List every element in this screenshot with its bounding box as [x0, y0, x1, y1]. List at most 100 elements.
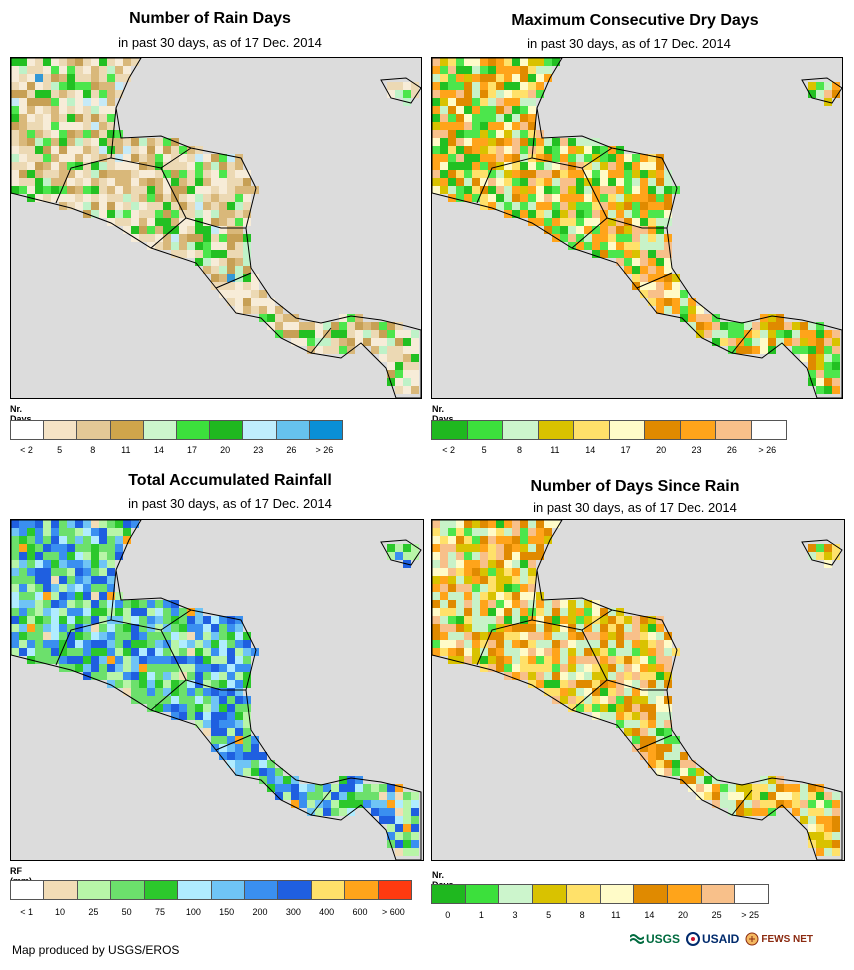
legend-labels: < 2 5 8 11 14 17 20 23 26 > 26	[431, 445, 785, 457]
legend-label: 20	[220, 445, 231, 455]
legend-swatch	[751, 421, 786, 439]
legend-label: 11	[550, 445, 560, 455]
legend-label: 26	[726, 445, 737, 455]
legend-swatch	[432, 885, 466, 903]
country-border	[185, 217, 246, 229]
legend-label: 10	[54, 907, 66, 917]
map-pixel-grid	[11, 58, 419, 394]
legend-label: 5	[57, 445, 63, 455]
legend-swatch	[111, 881, 145, 899]
legend-label: > 26	[315, 445, 334, 455]
legend-swatch	[11, 881, 45, 899]
panel-subtitle: in past 30 days, as of 17 Dec. 2014	[128, 496, 332, 511]
legend-swatch	[701, 885, 736, 903]
legend-label: 20	[656, 445, 667, 455]
legend-label: 25	[711, 910, 722, 920]
legend-swatch	[533, 885, 567, 903]
legend-swatch	[210, 421, 244, 439]
legend-swatch	[178, 881, 212, 899]
logo-strip: USGS USAID FEWS NET	[630, 932, 813, 946]
legend-label: < 2	[20, 445, 33, 455]
fewsnet-logo: FEWS NET	[745, 932, 813, 946]
island-coastline	[380, 539, 422, 566]
legend-swatch	[278, 881, 312, 899]
legend-swatch	[44, 881, 78, 899]
legend-swatch	[311, 881, 346, 899]
legend-label: 25	[88, 907, 99, 917]
legend-swatch	[211, 881, 245, 899]
legend-label: 3	[512, 910, 518, 920]
legend-swatch	[77, 421, 111, 439]
country-border	[606, 217, 667, 229]
country-border	[636, 272, 673, 289]
legend-title: Nr. Days	[10, 404, 32, 424]
legend-label: 600	[352, 907, 368, 917]
legend-swatch	[538, 421, 574, 439]
country-border	[731, 789, 753, 816]
legend-bar	[431, 884, 769, 904]
map-pixel-grid	[11, 520, 419, 856]
island-coastline	[380, 77, 421, 104]
panel-subtitle: in past 30 days, as of 17 Dec. 2014	[527, 36, 731, 51]
map-pixel-grid	[432, 520, 840, 856]
legend-swatch	[499, 885, 534, 903]
legend-swatch	[44, 421, 78, 439]
legend-label: 26	[286, 445, 297, 455]
legend-swatch	[243, 421, 277, 439]
map-total-rainfall[interactable]	[10, 519, 424, 861]
legend-swatch	[143, 421, 178, 439]
island-coastline	[801, 539, 843, 566]
panel-title: Total Accumulated Rainfall	[128, 472, 332, 489]
legend-swatch	[177, 421, 211, 439]
legend-swatch	[600, 885, 635, 903]
legend-swatch	[735, 885, 769, 903]
map-dry-days[interactable]	[431, 57, 843, 399]
legend-swatch	[345, 881, 379, 899]
legend-swatch	[110, 421, 144, 439]
legend-label: 8	[579, 910, 585, 920]
legend-bar	[10, 880, 412, 900]
legend-label: 200	[252, 907, 268, 917]
legend-label: 400	[319, 907, 335, 917]
country-border	[55, 107, 117, 204]
legend-label: > 26	[758, 445, 777, 455]
country-border	[310, 789, 332, 816]
legend-swatch	[11, 421, 45, 439]
legend-label: 14	[585, 445, 596, 455]
usgs-wave-icon	[630, 934, 644, 944]
legend-label: 0	[445, 910, 451, 920]
legend-label: 20	[677, 910, 689, 920]
legend-labels: < 2 5 8 11 14 17 20 23 26 > 26	[10, 445, 341, 457]
usaid-logo: USAID	[686, 932, 739, 946]
country-border	[55, 569, 117, 666]
legend-label: 300	[285, 907, 301, 917]
country-border	[476, 569, 538, 666]
usgs-label: USGS	[646, 932, 681, 946]
country-border	[215, 734, 252, 751]
legend-label: 1	[478, 910, 484, 920]
usaid-label: USAID	[702, 932, 740, 946]
legend-swatch	[244, 881, 279, 899]
country-border	[185, 679, 246, 691]
coastline	[432, 520, 843, 860]
country-border	[606, 679, 667, 691]
legend-swatch	[309, 421, 343, 439]
legend-label: 17	[187, 445, 198, 455]
legend-swatch	[276, 421, 310, 439]
legend-labels: 0 1 3 5 8 11 14 20 25 > 25	[431, 910, 767, 922]
legend-swatch	[503, 421, 539, 439]
map-days-since-rain[interactable]	[431, 519, 845, 861]
legend-label: 100	[185, 907, 201, 917]
legend-swatch	[378, 881, 412, 899]
fewsnet-emblem-icon	[745, 932, 759, 946]
map-rain-days[interactable]	[10, 57, 422, 399]
legend-title: Nr. Days	[432, 404, 454, 424]
panel-title: Number of Days Since Rain	[530, 478, 740, 495]
legend-swatch	[634, 885, 668, 903]
panel-title: Number of Rain Days	[129, 10, 291, 27]
country-border	[731, 327, 753, 354]
panel-subtitle: in past 30 days, as of 17 Dec. 2014	[533, 500, 737, 515]
legend-label: 5	[546, 910, 552, 920]
legend-label: 17	[620, 445, 631, 455]
legend-swatch	[77, 881, 112, 899]
